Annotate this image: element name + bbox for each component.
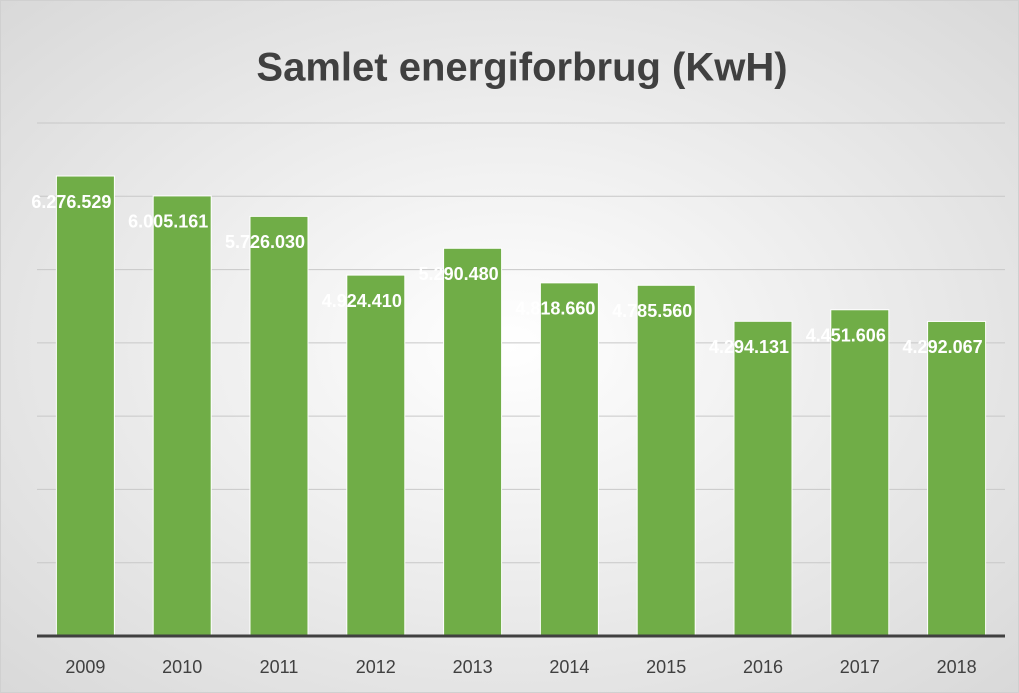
data-label: 4.818.660 (515, 299, 595, 319)
x-tick-label: 2011 (260, 657, 299, 677)
bar (55, 175, 115, 637)
bar (539, 282, 599, 637)
data-label: 4.294.131 (709, 337, 789, 357)
data-label: 5.726.030 (225, 232, 305, 252)
x-tick-label: 2017 (840, 657, 880, 677)
data-label: 4.924.410 (322, 291, 402, 311)
data-label: 4.451.606 (806, 326, 886, 346)
x-tick-label: 2016 (743, 657, 783, 677)
bar (830, 309, 890, 637)
x-tick-label: 2014 (549, 657, 589, 677)
data-label: 6.005.161 (128, 212, 208, 232)
bar (636, 284, 696, 637)
data-label: 4.785.560 (612, 301, 692, 321)
x-tick-label: 2009 (65, 657, 105, 677)
data-label: 6.276.529 (31, 192, 111, 212)
x-tick-label: 2012 (356, 657, 396, 677)
x-tick-label: 2010 (162, 657, 202, 677)
bar (249, 215, 309, 637)
bar (152, 195, 212, 637)
x-tick-label: 2015 (646, 657, 686, 677)
x-tick-label: 2018 (937, 657, 977, 677)
bar (346, 274, 406, 637)
bar (443, 247, 503, 637)
bar (927, 320, 987, 637)
x-tick-label: 2013 (453, 657, 493, 677)
data-label: 4.292.067 (903, 337, 983, 357)
bar (733, 320, 793, 637)
data-label: 5.290.480 (419, 264, 499, 284)
chart-title: Samlet energiforbrug (KwH) (256, 46, 787, 90)
